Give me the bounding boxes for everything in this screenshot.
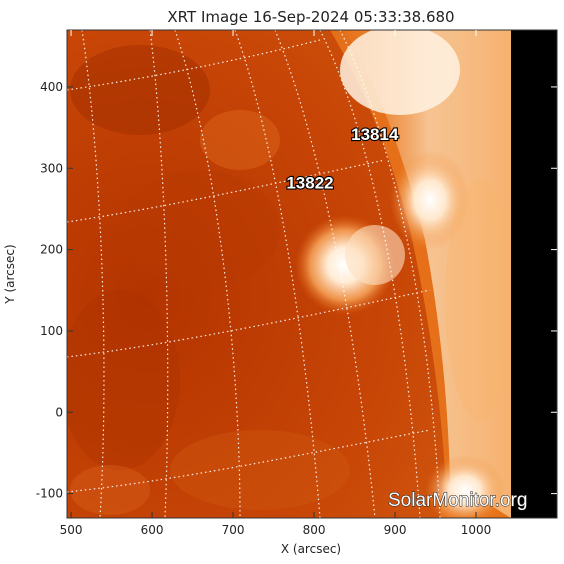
solar-image: [67, 30, 511, 518]
x-axis-label: X (arcsec): [281, 542, 341, 556]
figure-title: XRT Image 16-Sep-2024 05:33:38.680: [167, 8, 454, 26]
y-tick-label: 200: [40, 243, 63, 257]
active-region-label: 13814: [351, 125, 399, 144]
x-tick-label: 700: [222, 523, 245, 537]
active-region-label: 13822: [286, 174, 333, 193]
y-tick-label: 300: [40, 161, 63, 175]
off-limb-region: [511, 30, 557, 518]
x-tick-label: 600: [141, 523, 164, 537]
y-tick-label: 0: [55, 405, 63, 419]
x-tick-label: 500: [60, 523, 83, 537]
y-tick-label: 100: [40, 324, 63, 338]
x-tick-label: 900: [384, 523, 407, 537]
plot-frame: [66, 29, 558, 519]
y-tick-label: 400: [40, 80, 63, 94]
x-tick-label: 800: [303, 523, 326, 537]
heliographic-grid: [67, 30, 441, 518]
watermark-text: SolarMonitor.org: [388, 490, 527, 511]
y-tick-label: -100: [36, 487, 63, 501]
y-axis-label: Y (arcsec): [3, 244, 17, 304]
x-tick-label: 1000: [461, 523, 492, 537]
